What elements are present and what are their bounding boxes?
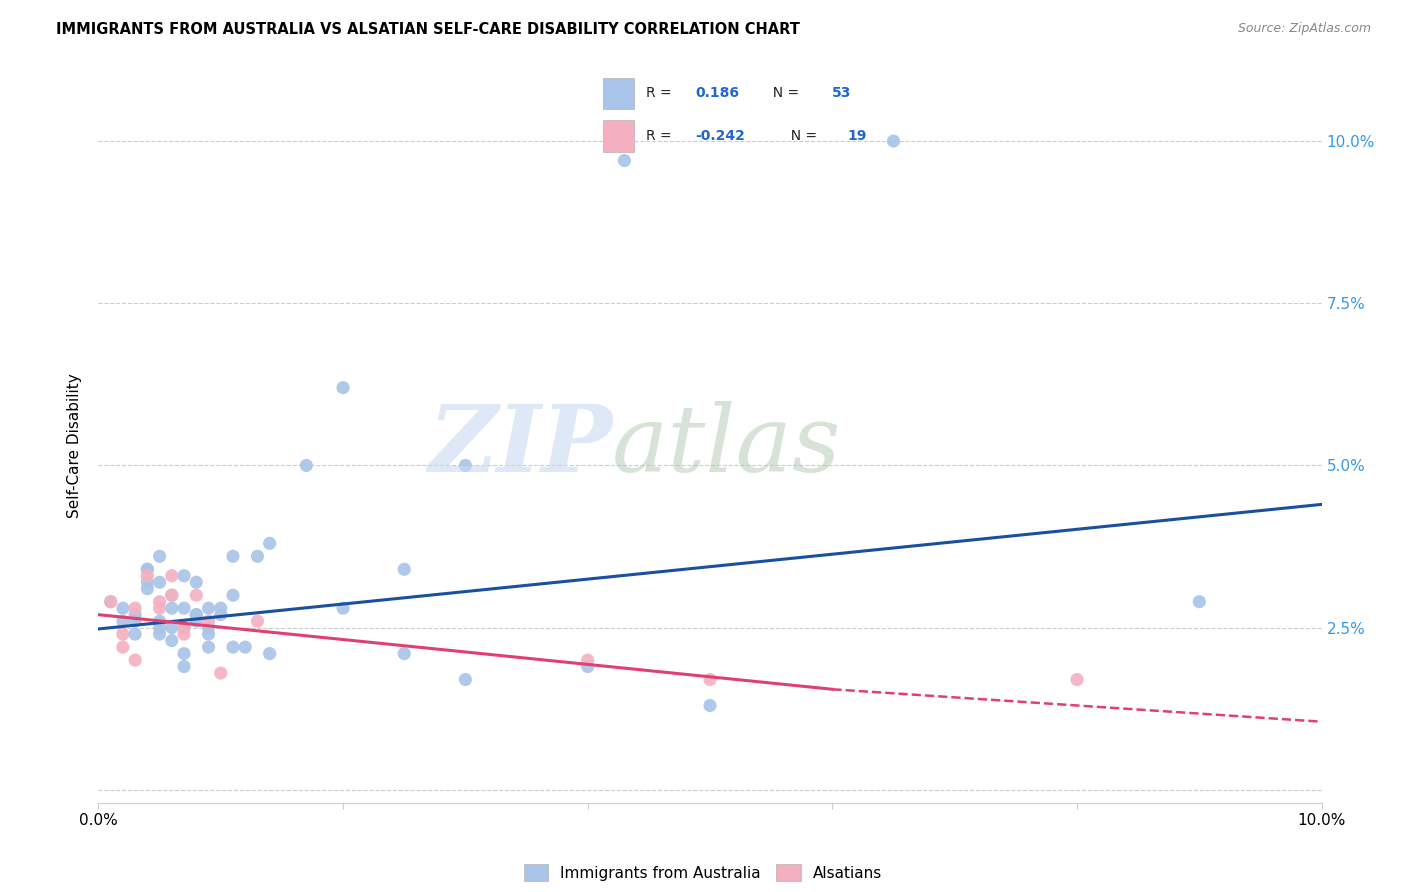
- Point: [149, 614, 172, 628]
- Point: [1188, 595, 1211, 609]
- Point: [173, 568, 195, 582]
- Point: [100, 595, 122, 609]
- Point: [149, 549, 172, 564]
- Point: [160, 588, 183, 602]
- Text: R =: R =: [647, 87, 676, 100]
- Point: [111, 601, 134, 615]
- Text: 53: 53: [832, 87, 851, 100]
- Point: [186, 588, 208, 602]
- Point: [392, 562, 416, 576]
- Point: [160, 588, 183, 602]
- Text: ZIP: ZIP: [427, 401, 612, 491]
- Point: [173, 659, 195, 673]
- Point: [197, 614, 219, 628]
- Text: IMMIGRANTS FROM AUSTRALIA VS ALSATIAN SELF-CARE DISABILITY CORRELATION CHART: IMMIGRANTS FROM AUSTRALIA VS ALSATIAN SE…: [56, 22, 800, 37]
- Point: [392, 647, 416, 661]
- Point: [160, 621, 183, 635]
- Point: [454, 458, 477, 473]
- Text: 0.186: 0.186: [696, 87, 740, 100]
- Point: [576, 659, 599, 673]
- FancyBboxPatch shape: [603, 120, 634, 152]
- Point: [136, 562, 159, 576]
- Y-axis label: Self-Care Disability: Self-Care Disability: [67, 374, 83, 518]
- Point: [173, 621, 195, 635]
- Point: [576, 653, 599, 667]
- Text: -0.242: -0.242: [696, 129, 745, 143]
- Point: [149, 621, 172, 635]
- Point: [295, 458, 318, 473]
- Point: [111, 614, 134, 628]
- Point: [613, 153, 636, 168]
- Point: [222, 640, 245, 654]
- Text: 19: 19: [848, 129, 866, 143]
- Point: [186, 607, 208, 622]
- Point: [259, 647, 281, 661]
- Point: [197, 621, 219, 635]
- Point: [160, 633, 183, 648]
- Point: [124, 653, 146, 667]
- Point: [883, 134, 905, 148]
- Point: [332, 381, 354, 395]
- Point: [160, 601, 183, 615]
- Point: [197, 627, 219, 641]
- Text: atlas: atlas: [612, 401, 842, 491]
- Point: [186, 575, 208, 590]
- Point: [699, 698, 721, 713]
- Text: N =: N =: [782, 129, 821, 143]
- Point: [173, 621, 195, 635]
- Point: [173, 601, 195, 615]
- Point: [100, 595, 122, 609]
- Point: [186, 607, 208, 622]
- Point: [136, 582, 159, 596]
- Point: [111, 640, 134, 654]
- Point: [136, 568, 159, 582]
- Point: [186, 614, 208, 628]
- Point: [160, 568, 183, 582]
- Point: [173, 627, 195, 641]
- Point: [209, 601, 232, 615]
- Point: [124, 614, 146, 628]
- Point: [222, 588, 245, 602]
- Point: [124, 601, 146, 615]
- Point: [149, 595, 172, 609]
- Point: [454, 673, 477, 687]
- Text: N =: N =: [763, 87, 803, 100]
- Point: [259, 536, 281, 550]
- Point: [699, 673, 721, 687]
- Point: [197, 640, 219, 654]
- Point: [111, 627, 134, 641]
- Point: [136, 575, 159, 590]
- Point: [124, 607, 146, 622]
- Text: Source: ZipAtlas.com: Source: ZipAtlas.com: [1237, 22, 1371, 36]
- Point: [246, 614, 269, 628]
- Point: [149, 601, 172, 615]
- Text: R =: R =: [647, 129, 676, 143]
- Point: [246, 549, 269, 564]
- Point: [233, 640, 256, 654]
- Point: [222, 549, 245, 564]
- Point: [149, 575, 172, 590]
- Point: [197, 601, 219, 615]
- FancyBboxPatch shape: [603, 78, 634, 109]
- Point: [1066, 673, 1088, 687]
- Point: [136, 562, 159, 576]
- Point: [173, 647, 195, 661]
- Point: [149, 627, 172, 641]
- Point: [332, 601, 354, 615]
- Point: [209, 607, 232, 622]
- Point: [209, 666, 232, 681]
- Point: [124, 627, 146, 641]
- Legend: Immigrants from Australia, Alsatians: Immigrants from Australia, Alsatians: [517, 858, 889, 888]
